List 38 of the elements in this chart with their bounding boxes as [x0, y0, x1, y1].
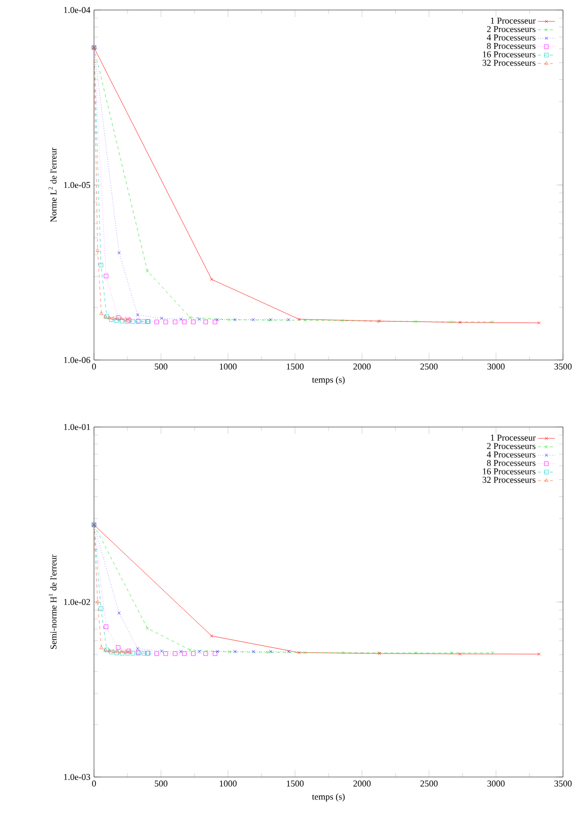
- y-tick-label: 1.0e-05: [64, 182, 90, 188]
- legend-label: 8 Processeurs: [487, 460, 536, 466]
- x-tick-label: 2000: [353, 780, 371, 787]
- x-tick-label: 2000: [353, 364, 371, 370]
- x-tick-label: 500: [154, 364, 168, 370]
- legend-label: 32 Processeurs: [482, 60, 536, 66]
- x-tick-label: 3000: [487, 364, 505, 370]
- legend-label: 2 Processeurs: [487, 26, 536, 32]
- x-tick-label: 2500: [420, 364, 438, 370]
- legend-label: 8 Processeurs: [487, 42, 536, 49]
- x-tick-label: 500: [154, 780, 168, 787]
- y-axis-title: Semi-norme H$^{1}$ de l'erreur: [48, 554, 57, 649]
- x-tick-label: 1000: [220, 780, 237, 787]
- legend-label: 4 Processeurs: [486, 452, 536, 458]
- legend-label: 16 Processeurs: [482, 468, 536, 474]
- x-tick-label: 0: [92, 780, 96, 787]
- y-tick-label: 1.0e-03: [64, 774, 90, 780]
- legend-label: 1 Processeur: [490, 434, 536, 441]
- x-axis-title: temps (s): [312, 793, 345, 802]
- y-tick-label: 1.0e-02: [64, 598, 90, 606]
- legend-label: 2 Processeurs: [487, 443, 536, 450]
- x-tick-label: 3500: [554, 780, 572, 787]
- x-tick-label: 3500: [554, 364, 572, 370]
- legend-label: 4 Processeurs: [486, 34, 536, 41]
- x-tick-label: 0: [92, 364, 96, 370]
- x-axis-title: temps (s): [312, 376, 345, 385]
- x-tick-label: 2500: [420, 780, 438, 787]
- x-tick-label: 1500: [286, 780, 304, 787]
- y-tick-label: 1.0e-01: [64, 424, 90, 430]
- y-tick-label: 1.0e-04: [64, 6, 90, 14]
- x-tick-label: 3000: [487, 780, 505, 787]
- x-tick-label: 1000: [220, 364, 237, 370]
- y-axis-title: Norme L$^{2}$ de l'erreur: [48, 148, 57, 222]
- x-tick-label: 1500: [286, 364, 304, 370]
- legend-label: 1 Processeur: [490, 18, 536, 24]
- legend-label: 32 Processeurs: [482, 476, 536, 483]
- y-tick-label: 1.0e-06: [64, 356, 90, 364]
- legend-label: 16 Processeurs: [482, 51, 536, 58]
